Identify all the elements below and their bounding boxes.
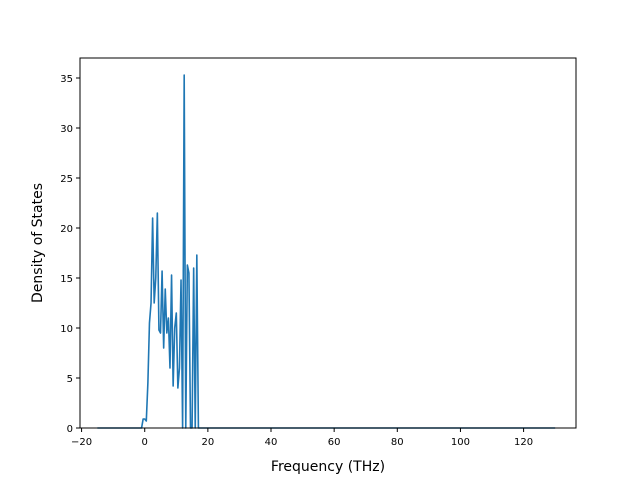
y-axis-title: Density of States [30,183,46,303]
x-tick-label: −20 [71,437,92,448]
x-tick-label: 40 [265,437,278,448]
x-tick-label: 0 [142,437,148,448]
x-tick-label: 20 [202,437,215,448]
y-tick-label: 30 [60,124,73,135]
x-axis: −20 0 20 40 60 80 100 120 [71,428,533,448]
plot-frame [79,57,577,429]
y-tick-label: 35 [60,74,73,85]
y-tick-label: 5 [67,374,73,385]
x-tick-label: 120 [514,437,533,448]
y-axis: 0 5 10 15 20 25 30 35 [60,74,80,435]
y-tick-label: 25 [60,174,73,185]
x-tick-label: 60 [328,437,341,448]
y-tick-label: 10 [60,324,73,335]
x-tick-label: 80 [391,437,404,448]
y-tick-label: 15 [60,274,73,285]
x-axis-title: Frequency (THz) [271,459,385,475]
y-tick-label: 20 [60,224,73,235]
y-tick-label: 0 [67,424,73,435]
x-tick-label: 100 [451,437,470,448]
